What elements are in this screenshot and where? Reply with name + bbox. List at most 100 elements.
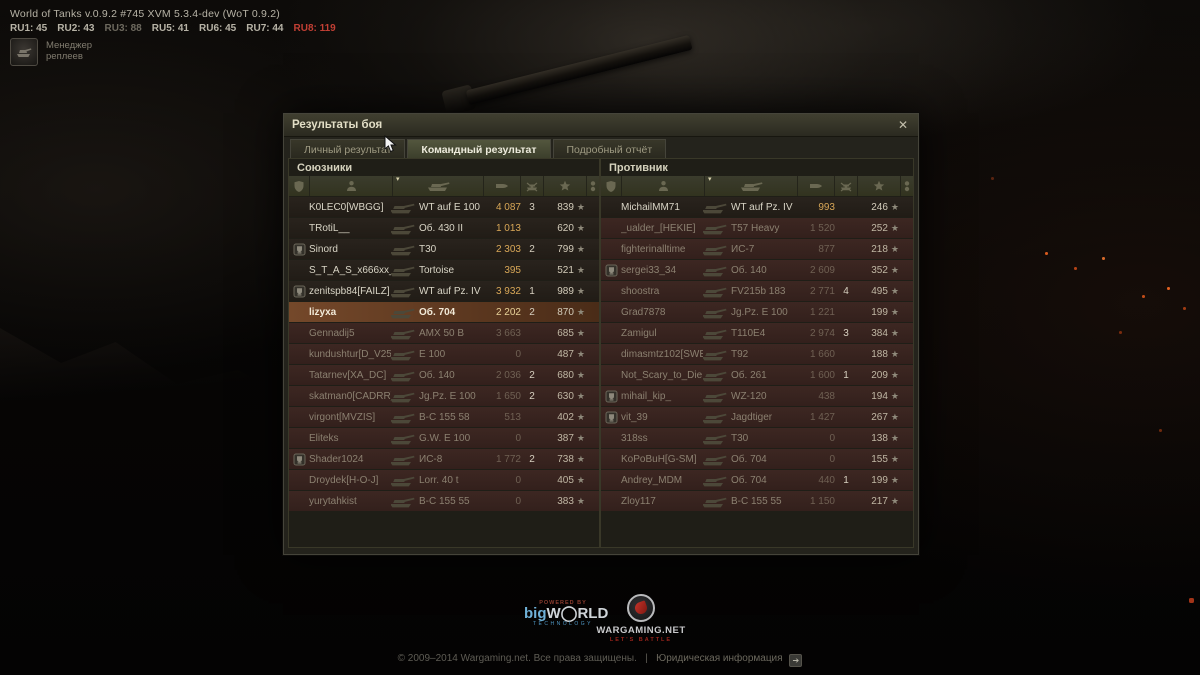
player-row[interactable]: MichailMM71 WT auf Pz. IV 993 246 ★ [601,197,913,217]
player-row[interactable]: Tatarnev[XA_DC] Об. 140 2 036 2 680 ★ [289,365,599,385]
replay-manager-button[interactable]: Менеджер реплеев [10,38,92,66]
xp-star-icon: ★ [890,369,899,380]
tank-silhouette-icon [391,203,415,213]
player-row[interactable]: dimasmtz102[SWEAT] T92 1 660 188★ [601,344,913,364]
vehicle-cell: E 100 [391,348,485,361]
column-header-xp-icon[interactable] [544,176,587,196]
fire-embers [0,0,1,1]
player-row[interactable]: Droydek[H-O-J] Lorr. 40 t 0 405 ★ [289,470,599,490]
player-row[interactable]: yurytahkist B-C 155 55 0 383 ★ [289,491,599,511]
player-row[interactable]: zenitspb84[FAILZ] WT auf Pz. IV 3 932 1 … [289,281,599,301]
tab-detailed-report[interactable]: Подробный отчёт [552,139,667,158]
player-row[interactable]: shoostra FV215b 183 2 771 4 495 ★ [601,281,913,301]
damage-value: 4 087 [495,201,521,213]
column-header-damage-icon[interactable] [798,176,835,196]
damage-value: 2 609 [809,264,835,276]
xp-number: 839 [557,201,574,213]
damage-value: 0 [515,495,521,507]
player-row[interactable]: skatman0[CADRR] Jg.Pz. E 100 1 650 2 630… [289,386,599,406]
tab-personal-result[interactable]: Личный результат [290,139,406,158]
team-panel-enemies: Противник ▾ MichailMM71 WT auf Pz. IV 99… [600,158,914,548]
vehicle-cell: Jagdtiger [703,411,799,424]
vehicle-cell: G.W. E 100 [391,432,485,445]
xp-value: 387 ★ [543,433,587,444]
player-row[interactable]: K0LEC0[WBGG] WT auf E 100 4 087 3 839 ★ [289,197,599,217]
xp-value: 252 ★ [857,223,901,234]
player-row[interactable]: Gennadij5 AMX 50 B 3 663 685 ★ [289,323,599,343]
vehicle-name: T57 Heavy [731,222,780,234]
xp-value: 989 ★ [543,286,587,297]
vehicle-cell: AMX 50 B [391,327,485,340]
column-header-vehicle-icon[interactable]: ▾ [393,176,484,196]
player-row[interactable]: 318ss T30 0 138 ★ [601,428,913,448]
column-header-award-icon[interactable] [601,176,622,196]
xp-value: 405 ★ [543,475,587,486]
damage-value: 1 650 [495,390,521,402]
column-header-vehicle-icon[interactable]: ▾ [705,176,798,196]
legal-info-icon[interactable]: ➔ [789,654,803,667]
player-row[interactable]: virgont[MVZIS] B-C 155 58 513 402 ★ [289,407,599,427]
player-row[interactable]: mihail_kip_ WZ-120 438 194 ★ [601,386,913,406]
tank-silhouette-icon [391,308,415,318]
frags-value: 3 [843,327,849,339]
tank-silhouette-icon [703,329,727,339]
class-badge-icon [601,264,621,277]
player-name: shoostra [621,285,660,297]
xp-value: 402 ★ [543,412,587,423]
player-row[interactable]: Zloy117 B-C 155 55 1 150 217 ★ [601,491,913,511]
tank-silhouette-icon [391,371,415,381]
player-row[interactable]: S_T_A_S_x666xx_2.. Tortoise 395 521★ [289,260,599,280]
xp-value: 383 ★ [543,496,587,507]
player-row[interactable]: vit_39 Jagdtiger 1 427 267 ★ [601,407,913,427]
column-header-medals-icon[interactable] [587,176,599,196]
player-row[interactable]: fighterinalltime ИС-7 877 218 ★ [601,239,913,259]
xp-star-icon: ★ [576,222,585,233]
player-row[interactable]: Eliteks G.W. E 100 0 387 ★ [289,428,599,448]
tank-silhouette-icon [703,434,727,444]
player-row[interactable]: kundushtur[D_V25] E 100 0 487 ★ [289,344,599,364]
dialog-title: Результаты боя [292,119,383,131]
vehicle-cell: Tortoise [391,264,485,277]
player-row[interactable]: sergei33_34 Об. 140 2 609 352 ★ [601,260,913,280]
xp-number: 680 [557,369,574,381]
column-header-damage-icon[interactable] [484,176,521,196]
column-header-award-icon[interactable] [289,176,310,196]
damage-value: 0 [829,432,835,444]
column-header-player-icon[interactable] [622,176,705,196]
column-header-frags-icon[interactable] [521,176,544,196]
player-row[interactable]: Not_Scary_to_Die.. Об. 261 1 600 1 209 ★ [601,365,913,385]
player-row[interactable]: Shader1024 ИС-8 1 772 2 738 ★ [289,449,599,469]
xp-number: 199 [871,306,888,318]
allies-title: Союзники [297,162,353,174]
player-name: virgont[MVZIS] [309,411,376,423]
legal-info-link[interactable]: Юридическая информация [656,653,783,664]
column-header-xp-icon[interactable] [858,176,901,196]
player-row[interactable]: TRotiL__ Об. 430 II 1 013 620 ★ [289,218,599,238]
tank-silhouette-icon [703,497,727,507]
close-icon[interactable]: ✕ [897,118,908,132]
wargaming-wordmark: WARGAMING.NET [596,625,686,636]
player-row[interactable]: lizyxa Об. 704 2 202 2 870 ★ [289,302,599,322]
damage-value: 3 663 [495,327,521,339]
player-row[interactable]: Andrey_MDM Об. 704 440 1 199 ★ [601,470,913,490]
class-badge-icon [289,453,309,466]
player-row[interactable]: Sinord T30 2 303 2 799 ★ [289,239,599,259]
player-row[interactable]: Grad7878 Jg.Pz. E 100 1 221 199 ★ [601,302,913,322]
column-header-player-icon[interactable] [310,176,393,196]
vehicle-name: AMX 50 B [419,327,465,339]
vehicle-name: T30 [419,243,437,255]
column-header-frags-icon[interactable] [835,176,858,196]
player-row[interactable]: KoPoBuH[G-SM] Об. 704 0 155 ★ [601,449,913,469]
player-row[interactable]: Zamigul T110E4 2 974 3 384 ★ [601,323,913,343]
xp-star-icon: ★ [890,243,899,254]
tab-team-result[interactable]: Командный результат [407,139,551,158]
enemy-rows: MichailMM71 WT auf Pz. IV 993 246 ★ _uald… [601,197,913,511]
xp-star-icon: ★ [890,201,899,212]
damage-value: 0 [829,453,835,465]
bigworld-technology-label: TECHNOLOGY [532,621,593,627]
xp-number: 495 [871,285,888,297]
player-name: S_T_A_S_x666xx_2.. [309,264,391,276]
vehicle-name: Об. 140 [419,369,455,381]
player-row[interactable]: _ualder_[HEKIE] T57 Heavy 1 520 252 ★ [601,218,913,238]
column-header-medals-icon[interactable] [901,176,913,196]
